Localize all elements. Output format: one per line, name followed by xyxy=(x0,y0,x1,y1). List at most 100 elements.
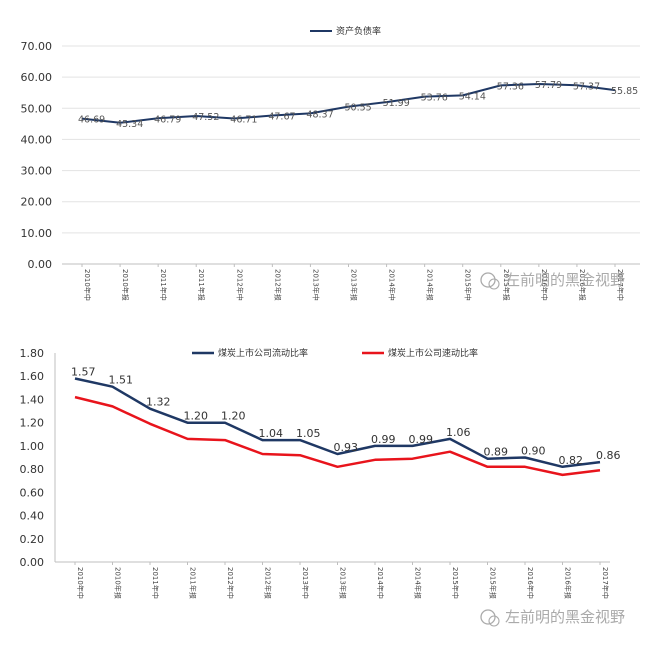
x-tick-label: 2011年中 xyxy=(151,567,160,599)
y-tick-label: 0.00 xyxy=(28,258,53,271)
data-label: 53.76 xyxy=(421,93,448,104)
x-tick-label: 2016年中 xyxy=(526,567,535,599)
x-tick-label: 2014年报 xyxy=(414,567,423,599)
x-tick-label: 2016年中 xyxy=(540,269,549,301)
series-line-1 xyxy=(74,377,601,469)
y-tick-label: 0.40 xyxy=(20,510,45,523)
data-label: 1.05 xyxy=(296,427,321,440)
x-tick-label: 2012年中 xyxy=(235,269,244,301)
series-line-2 xyxy=(74,395,601,477)
y-tick-label: 50.00 xyxy=(21,102,53,115)
x-tick-label: 2014年报 xyxy=(426,269,435,301)
x-tick-label: 2015年中 xyxy=(464,269,473,301)
y-tick-label: 1.80 xyxy=(20,347,45,360)
y-tick-label: 70.00 xyxy=(21,40,53,53)
x-tick-label: 2014年中 xyxy=(376,567,385,599)
data-label: 0.99 xyxy=(371,433,396,446)
data-label: 1.51 xyxy=(109,374,134,387)
chart2-data-labels: 1.57 1.51 1.32 1.20 1.20 1.04 1.05 0.93 0.99 0.99… xyxy=(71,366,621,467)
x-tick-label: 2010年报 xyxy=(114,567,123,599)
data-label: 1.32 xyxy=(146,396,171,409)
y-tick-label: 0.00 xyxy=(20,556,45,569)
wechat-icon xyxy=(480,272,496,288)
data-label: 55.85 xyxy=(611,86,638,97)
x-tick-label: 2011年报 xyxy=(189,567,198,599)
data-label: 1.20 xyxy=(184,410,209,423)
y-tick-label: 60.00 xyxy=(21,71,53,84)
chart1-series xyxy=(81,83,616,124)
data-label: 0.99 xyxy=(409,433,434,446)
data-label: 48.37 xyxy=(306,109,333,120)
data-label: 1.06 xyxy=(446,426,471,439)
data-label: 0.90 xyxy=(521,445,546,458)
chart1-legend: 资产负债率 xyxy=(310,25,381,37)
watermark-text: 左前明的黑金视野 xyxy=(505,608,625,626)
x-tick-label: 2013年报 xyxy=(339,567,348,599)
data-label: 54.14 xyxy=(459,91,486,102)
data-label: 0.86 xyxy=(596,449,621,462)
x-tick-label: 2013年中 xyxy=(311,269,320,301)
x-tick-label: 2011年中 xyxy=(159,269,168,301)
x-tick-label: 2012年报 xyxy=(273,269,282,301)
y-tick-label: 0.20 xyxy=(20,533,45,546)
y-tick-label: 20.00 xyxy=(21,196,53,209)
chart2-y-axis: 0.00 0.20 0.40 0.60 0.80 1.00 1.20 1.40 1.60 1.80 xyxy=(20,347,56,569)
x-tick-label: 2015年报 xyxy=(489,567,498,599)
data-label: 46.69 xyxy=(78,115,105,126)
y-tick-label: 1.60 xyxy=(20,370,45,383)
y-tick-label: 0.80 xyxy=(20,463,45,476)
chart1-x-axis: 2010年中 2010年报 2011年中 2011年报 2012年中 2012年报 2013… xyxy=(62,263,640,301)
data-label: 45.34 xyxy=(116,119,143,130)
x-tick-label: 2012年报 xyxy=(264,567,273,599)
x-tick-label: 2015年中 xyxy=(451,567,460,599)
x-tick-label: 2011年报 xyxy=(197,269,206,301)
y-tick-label: 30.00 xyxy=(21,165,53,178)
data-label: 57.37 xyxy=(573,81,600,92)
data-label: 1.04 xyxy=(259,427,284,440)
x-tick-label: 2013年报 xyxy=(350,269,359,301)
watermark-top: 左前明的黑金视野 xyxy=(480,271,625,290)
data-label: 0.89 xyxy=(484,446,509,459)
data-label: 47.52 xyxy=(192,112,219,123)
series-line-1 xyxy=(81,83,616,124)
x-tick-label: 2010年中 xyxy=(76,567,85,599)
chart1-legend-label: 资产负债率 xyxy=(336,25,381,37)
x-tick-label: 2010年中 xyxy=(83,269,92,301)
data-label: 47.67 xyxy=(268,112,295,123)
y-tick-label: 1.00 xyxy=(20,440,45,453)
y-tick-label: 1.40 xyxy=(20,393,45,406)
data-label: 51.99 xyxy=(383,98,410,109)
liquidity-ratio-chart: 0.00 0.20 0.40 0.60 0.80 1.00 1.20 1.40 1.60 1.80… xyxy=(20,347,621,599)
wechat-icon-bubble xyxy=(488,615,500,627)
data-label: 57.79 xyxy=(535,80,562,91)
chart2-legend: 煤炭上市公司流动比率 煤炭上市公司速动比率 xyxy=(192,347,478,359)
debt-ratio-chart: 0.0010.0020.0030.0040.0050.0060.0070.00 … xyxy=(21,25,640,301)
data-label: 50.55 xyxy=(345,103,372,114)
chart1-gridlines xyxy=(62,45,640,234)
data-label: 1.57 xyxy=(71,366,96,379)
watermark-bottom: 左前明的黑金视野 xyxy=(480,608,625,627)
x-tick-label: 2015年报 xyxy=(502,269,511,301)
y-tick-label: 1.20 xyxy=(20,417,45,430)
chart2-legend-label-quick: 煤炭上市公司速动比率 xyxy=(388,347,478,359)
data-label: 0.82 xyxy=(559,454,584,467)
y-tick-label: 40.00 xyxy=(21,133,53,146)
x-tick-label: 2014年中 xyxy=(388,269,397,301)
x-tick-label: 2016年报 xyxy=(578,269,587,301)
x-tick-label: 2017年中 xyxy=(616,269,625,301)
y-tick-label: 0.60 xyxy=(20,486,45,499)
x-tick-label: 2016年报 xyxy=(564,567,573,599)
data-label: 46.79 xyxy=(154,114,181,125)
data-label: 46.71 xyxy=(230,115,257,126)
data-label: 1.20 xyxy=(221,410,246,423)
data-label: 57.36 xyxy=(497,81,524,92)
watermark-text: 左前明的黑金视野 xyxy=(505,271,625,289)
x-tick-label: 2012年中 xyxy=(226,567,235,599)
wechat-icon-bubble xyxy=(488,278,500,290)
y-tick-label: 10.00 xyxy=(21,227,53,240)
chart2-series xyxy=(74,377,601,477)
chart1-data-labels: 46.69 45.34 46.79 47.52 46.71 47.67 48.37 50.55… xyxy=(78,80,638,130)
x-tick-label: 2013年中 xyxy=(301,567,310,599)
x-tick-label: 2017年中 xyxy=(601,567,610,599)
